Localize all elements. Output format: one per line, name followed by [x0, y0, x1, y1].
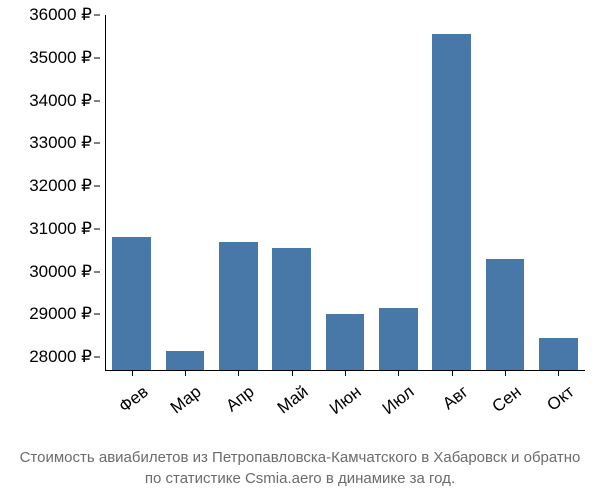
x-tick-mark — [185, 370, 186, 376]
bar — [539, 338, 577, 370]
price-chart: 28000 ₽ 29000 ₽ 30000 ₽ 31000 ₽ 32000 ₽ 33000… — [0, 0, 600, 500]
x-tick-label: Окт — [530, 382, 579, 426]
y-tick-label: 35000 ₽ — [29, 48, 92, 68]
x-tick-mark — [292, 370, 293, 376]
bar — [379, 308, 417, 370]
y-tick-mark — [94, 186, 100, 187]
y-tick-mark — [94, 357, 100, 358]
y-tick-label: 28000 ₽ — [29, 347, 92, 367]
bar — [486, 259, 524, 370]
y-tick-mark — [94, 228, 100, 229]
y-tick-mark — [94, 100, 100, 101]
y-tick-mark — [94, 15, 100, 16]
y-tick-mark — [94, 271, 100, 272]
y-tick-label: 36000 ₽ — [29, 5, 92, 25]
y-tick-label: 34000 ₽ — [29, 91, 92, 111]
y-tick-mark — [94, 314, 100, 315]
x-tick-label: Май — [263, 382, 312, 426]
chart-caption-line2: по статистике Csmia.aero в динамике за г… — [0, 469, 600, 489]
x-tick-label: Авг — [423, 382, 472, 426]
x-tick-mark — [452, 370, 453, 376]
bar — [166, 351, 204, 370]
bar — [432, 34, 470, 370]
chart-caption-line1: Стоимость авиабилетов из Петропавловска-… — [0, 448, 600, 468]
x-axis: ФевМарАпрМайИюнИюлАвгСенОкт — [105, 378, 585, 448]
y-tick-mark — [94, 143, 100, 144]
y-tick-label: 30000 ₽ — [29, 262, 92, 282]
y-axis: 28000 ₽ 29000 ₽ 30000 ₽ 31000 ₽ 32000 ₽ 33000… — [0, 15, 100, 370]
y-tick-label: 33000 ₽ — [29, 133, 92, 153]
bar — [219, 242, 257, 370]
x-tick-label: Июл — [370, 382, 419, 426]
bar — [326, 314, 364, 370]
bar — [272, 248, 310, 370]
x-tick-label: Фев — [103, 382, 152, 426]
x-tick-mark — [132, 370, 133, 376]
x-tick-label: Мар — [157, 382, 206, 426]
x-tick-label: Сен — [477, 382, 526, 426]
x-tick-mark — [345, 370, 346, 376]
x-tick-mark — [238, 370, 239, 376]
y-tick-label: 29000 ₽ — [29, 304, 92, 324]
x-tick-mark — [398, 370, 399, 376]
x-tick-mark — [505, 370, 506, 376]
plot-area — [105, 15, 585, 370]
y-tick-label: 31000 ₽ — [29, 219, 92, 239]
y-tick-label: 32000 ₽ — [29, 176, 92, 196]
x-tick-label: Июн — [317, 382, 366, 426]
x-tick-mark — [558, 370, 559, 376]
bar — [112, 237, 150, 370]
y-tick-mark — [94, 57, 100, 58]
x-tick-label: Апр — [210, 382, 259, 426]
bars-container — [105, 15, 585, 370]
